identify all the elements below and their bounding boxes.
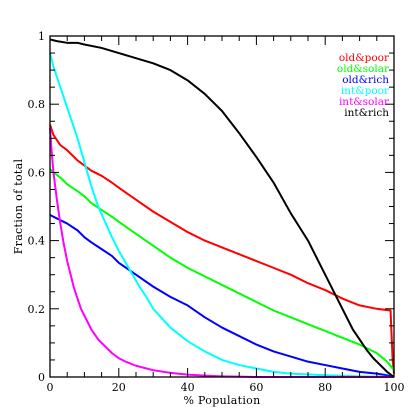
- series-line-3: [49, 52, 395, 378]
- legend-entry-2: old&rich: [342, 74, 389, 86]
- y-tick-label: 0.6: [28, 166, 46, 179]
- series-line-5: [49, 38, 395, 378]
- plot-frame: [49, 35, 395, 378]
- series-line-0: [49, 124, 395, 374]
- x-tick-label: 20: [112, 381, 126, 394]
- x-tick-label: 80: [318, 381, 332, 394]
- legend-entry-5: int&rich: [344, 107, 389, 119]
- legend-entry-3: int&poor: [341, 85, 390, 97]
- y-tick-label: 0.8: [28, 98, 46, 111]
- legend-entry-0: old&poor: [339, 52, 390, 64]
- x-tick-label: 40: [181, 381, 195, 394]
- legend: old&poorold&solarold&richint&poorint&sol…: [337, 52, 390, 119]
- legend-entry-4: int&solar: [339, 96, 390, 108]
- legend-entry-1: old&solar: [337, 63, 390, 75]
- plot-lines: [49, 38, 395, 378]
- tick-labels: 0 20 40 60 80 100 0 0.2 0.4 0.6 0.8 1: [28, 30, 405, 394]
- y-tick-label: 1: [38, 30, 45, 43]
- x-tick-label: 100: [384, 381, 405, 394]
- series-line-4: [49, 127, 394, 378]
- y-tick-label: 0: [38, 371, 45, 384]
- series-line-1: [49, 168, 395, 371]
- x-tick-label: 0: [47, 381, 54, 394]
- x-tick-label: 60: [249, 381, 263, 394]
- y-tick-label: 0.2: [28, 303, 46, 316]
- series-line-2: [49, 214, 395, 378]
- y-axis-label: Fraction of total: [12, 159, 25, 255]
- y-tick-label: 0.4: [28, 235, 46, 248]
- x-axis-label: % Population: [184, 394, 261, 407]
